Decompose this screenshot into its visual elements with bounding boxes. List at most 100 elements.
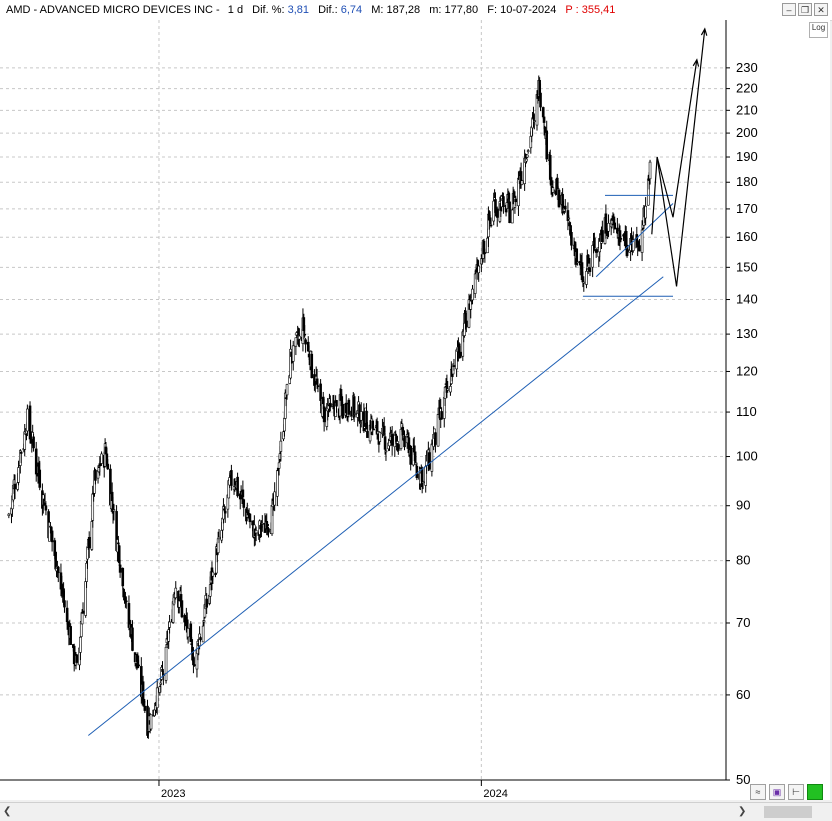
y-tick-label: 100: [736, 449, 758, 464]
close-button[interactable]: ✕: [814, 3, 828, 16]
minimize-button[interactable]: –: [782, 3, 796, 16]
candle-body: [199, 637, 202, 641]
candle-body: [179, 594, 183, 601]
candle-body: [16, 482, 19, 490]
candle-body: [582, 281, 586, 284]
y-tick-label: 130: [736, 326, 758, 341]
candle-body: [409, 445, 412, 465]
candle-body: [205, 598, 208, 608]
timeframe-label: 1 d: [227, 4, 244, 17]
candle-body: [230, 470, 233, 486]
candle-body: [390, 434, 394, 446]
candle-body: [520, 180, 524, 185]
candle-body: [607, 222, 610, 232]
dif-label: Dif.:: [318, 4, 338, 17]
candle-body: [266, 523, 269, 527]
candle-body: [322, 406, 326, 423]
candle-body: [443, 386, 447, 399]
restore-button[interactable]: ❐: [798, 3, 812, 16]
scroll-right-arrow-icon[interactable]: ❯: [738, 806, 747, 817]
candle-body: [277, 462, 281, 469]
candle-body: [267, 528, 270, 533]
candle-body: [434, 432, 437, 445]
candle-body: [211, 571, 215, 577]
chart-toolbar: ≈ ▣ ⊢: [750, 784, 823, 800]
candle-body: [421, 481, 425, 484]
window-controls: – ❐ ✕: [782, 3, 828, 17]
price-chart[interactable]: 230 220 210 200 190 180 170 160 150 140 130 120 110 1…: [0, 20, 808, 800]
projection-arrowhead: [692, 58, 700, 67]
candle-body: [38, 469, 42, 488]
candle-body: [13, 483, 17, 490]
y-tick-label: 210: [736, 102, 758, 117]
candle-body: [495, 208, 499, 218]
candle-body: [508, 201, 511, 224]
candle-body: [616, 227, 619, 234]
candle-body: [223, 510, 227, 514]
candle-body: [177, 600, 181, 608]
candle-body: [316, 385, 320, 387]
max-label: M:: [371, 4, 384, 17]
candle-body: [137, 664, 140, 667]
candle-body: [319, 383, 322, 401]
candle-body: [149, 714, 153, 730]
candle-body: [593, 237, 596, 249]
min-value: 177,80: [444, 4, 479, 17]
log-scale-panel: Log: [808, 20, 830, 800]
candle-body: [75, 654, 79, 663]
scroll-left-arrow-icon[interactable]: ❮: [3, 806, 12, 817]
candle-body: [17, 467, 20, 483]
candle-body: [347, 399, 351, 415]
chart-area[interactable]: 230 220 210 200 190 180 170 160 150 140 130 120 110 1…: [0, 20, 808, 800]
x-tick-label: 2024: [483, 788, 507, 800]
horizontal-scrollbar[interactable]: ❮ ❯: [0, 802, 832, 821]
candle-body: [549, 177, 553, 186]
y-tick-label: 110: [736, 404, 757, 419]
candle-body: [384, 450, 388, 453]
candle-body: [193, 664, 196, 667]
candle-body: [28, 405, 32, 440]
candle-body: [254, 530, 258, 534]
candle-body: [430, 443, 434, 472]
candle-body: [378, 432, 382, 442]
log-label: Log: [811, 23, 826, 32]
candle-body: [34, 448, 38, 475]
log-scale-button[interactable]: Log: [809, 22, 828, 38]
projection-path: [651, 59, 698, 235]
x-tick-label: 2023: [161, 788, 185, 800]
projection-arrowhead: [700, 27, 708, 36]
candle-body: [548, 154, 552, 180]
candle-body: [273, 491, 276, 506]
scrollbar-thumb[interactable]: [764, 806, 812, 818]
candle-body: [180, 600, 184, 618]
candle-body: [570, 232, 573, 246]
y-tick-label: 230: [736, 60, 758, 75]
save-icon[interactable]: ▣: [769, 784, 785, 800]
candle-body: [32, 436, 35, 449]
candle-body: [50, 530, 54, 543]
pin-icon[interactable]: ⊢: [788, 784, 804, 800]
candle-body: [576, 261, 579, 264]
candle-body: [291, 345, 295, 362]
candle-body: [563, 205, 567, 210]
candle-body: [279, 440, 283, 452]
sync-icon[interactable]: ≈: [750, 784, 766, 800]
candle-body: [80, 612, 84, 625]
price-value: 355,41: [581, 4, 616, 17]
candle-body: [440, 411, 443, 420]
y-tick-label: 120: [736, 363, 758, 378]
candle-body: [63, 600, 66, 608]
candle-body: [631, 239, 635, 251]
candle-body: [217, 536, 221, 540]
candle-body: [601, 230, 604, 243]
candle-body: [261, 523, 264, 525]
candle-body: [186, 628, 190, 638]
candle-body: [352, 396, 356, 416]
status-indicator-icon[interactable]: [807, 784, 823, 800]
candle-body: [446, 388, 450, 391]
candle-body: [241, 489, 245, 498]
candle-body: [640, 229, 644, 253]
candle-body: [94, 469, 97, 481]
candle-body: [533, 120, 536, 122]
candle-body: [372, 428, 375, 431]
